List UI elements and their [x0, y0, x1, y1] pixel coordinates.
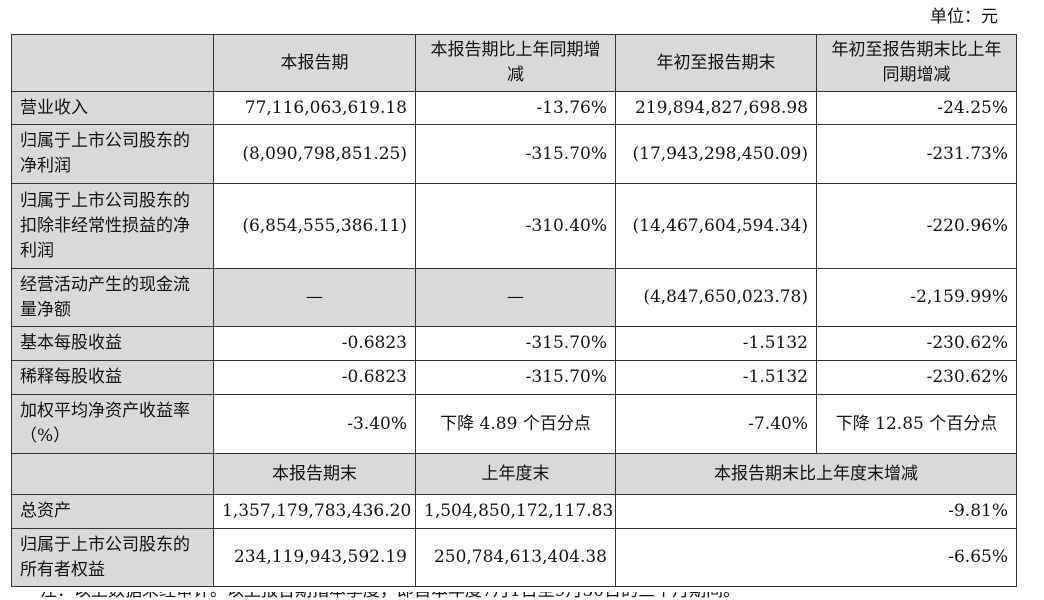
cell-value: (14,467,604,594.34) — [615, 183, 817, 269]
table-row: 归属于上市公司股东的扣除非经常性损益的净利润 (6,854,555,386.11… — [11, 183, 1017, 269]
header-change-vs-prior-year-end: 本报告期末比上年度末增减 — [615, 453, 1017, 495]
row-label: 归属于上市公司股东的净利润 — [11, 124, 214, 184]
row-label: 总资产 — [11, 494, 214, 529]
cell-value: -231.73% — [816, 124, 1017, 184]
financial-summary-table: 本报告期 本报告期比上年同期增减 年初至报告期末 年初至报告期末比上年同期增减 … — [11, 34, 1017, 587]
cell-value: -1.5132 — [615, 360, 817, 395]
cell-value: -2,159.99% — [816, 268, 1017, 327]
cell-value: -6.65% — [615, 528, 1017, 587]
row-label: 归属于上市公司股东的所有者权益 — [11, 528, 214, 587]
table-row: 稀释每股收益 -0.6823 -315.70% -1.5132 -230.62% — [11, 360, 1017, 395]
header-blank-cell — [11, 453, 214, 495]
cell-value: -315.70% — [415, 326, 616, 361]
header-current-period: 本报告期 — [213, 34, 416, 92]
cell-value: 下降 4.89 个百分点 — [415, 394, 616, 454]
header-ytd-yoy-change: 年初至报告期末比上年同期增减 — [816, 34, 1017, 92]
row-label: 基本每股收益 — [11, 326, 214, 361]
header-period-end: 本报告期末 — [213, 453, 416, 495]
table-header-row-2: 本报告期末 上年度末 本报告期末比上年度末增减 — [11, 453, 1017, 495]
cell-value: 219,894,827,698.98 — [615, 91, 817, 125]
row-label: 归属于上市公司股东的扣除非经常性损益的净利润 — [11, 183, 214, 269]
table-row: 加权平均净资产收益率（%） -3.40% 下降 4.89 个百分点 -7.40%… — [11, 394, 1017, 454]
table-row: 经营活动产生的现金流量净额 — — (4,847,650,023.78) -2,… — [11, 268, 1017, 327]
table-header-row: 本报告期 本报告期比上年同期增减 年初至报告期末 年初至报告期末比上年同期增减 — [11, 34, 1017, 92]
cell-value: -1.5132 — [615, 326, 817, 361]
cell-value: 1,357,179,783,436.20 — [213, 494, 416, 529]
cell-value: 下降 12.85 个百分点 — [816, 394, 1017, 454]
cell-value: -9.81% — [615, 494, 1017, 529]
cell-value: 234,119,943,592.19 — [213, 528, 416, 587]
table-row: 营业收入 77,116,063,619.18 -13.76% 219,894,8… — [11, 91, 1017, 125]
cell-value: -13.76% — [415, 91, 616, 125]
header-blank-cell — [11, 34, 214, 92]
table-row: 归属于上市公司股东的净利润 (8,090,798,851.25) -315.70… — [11, 124, 1017, 184]
cell-value: (4,847,650,023.78) — [615, 268, 817, 327]
cell-value: -3.40% — [213, 394, 416, 454]
cell-value: (6,854,555,386.11) — [213, 183, 416, 269]
cell-value: (8,090,798,851.25) — [213, 124, 416, 184]
footnote-cut-off: 注：以上数据未经审计。以上报告期指本季度，即自本年度7月1日至9月30日的三个月… — [0, 592, 1044, 600]
cell-value: -230.62% — [816, 326, 1017, 361]
cell-value: (17,943,298,450.09) — [615, 124, 817, 184]
cell-value: -315.70% — [415, 124, 616, 184]
cell-value: -315.70% — [415, 360, 616, 395]
cell-value: -310.40% — [415, 183, 616, 269]
cell-value: -220.96% — [816, 183, 1017, 269]
table-row: 总资产 1,357,179,783,436.20 1,504,850,172,1… — [11, 494, 1017, 529]
cell-value: -7.40% — [615, 394, 817, 454]
table-row: 归属于上市公司股东的所有者权益 234,119,943,592.19 250,7… — [11, 528, 1017, 587]
row-label: 稀释每股收益 — [11, 360, 214, 395]
cell-value: 1,504,850,172,117.83 — [415, 494, 616, 529]
header-yoy-change: 本报告期比上年同期增减 — [415, 34, 616, 92]
row-label: 经营活动产生的现金流量净额 — [11, 268, 214, 327]
cell-value: — — [415, 268, 616, 327]
cell-value: 250,784,613,404.38 — [415, 528, 616, 587]
cell-value: -0.6823 — [213, 360, 416, 395]
cell-value: — — [213, 268, 416, 327]
cell-value: -0.6823 — [213, 326, 416, 361]
cell-value: -24.25% — [816, 91, 1017, 125]
cell-value: 77,116,063,619.18 — [213, 91, 416, 125]
footnote-text: 注：以上数据未经审计。以上报告期指本季度，即自本年度7月1日至9月30日的三个月… — [40, 592, 1044, 600]
row-label: 营业收入 — [11, 91, 214, 125]
unit-label: 单位：元 — [930, 7, 998, 27]
cell-value: -230.62% — [816, 360, 1017, 395]
header-ytd: 年初至报告期末 — [615, 34, 817, 92]
table-row: 基本每股收益 -0.6823 -315.70% -1.5132 -230.62% — [11, 326, 1017, 361]
header-prior-year-end: 上年度末 — [415, 453, 616, 495]
row-label: 加权平均净资产收益率（%） — [11, 394, 214, 454]
